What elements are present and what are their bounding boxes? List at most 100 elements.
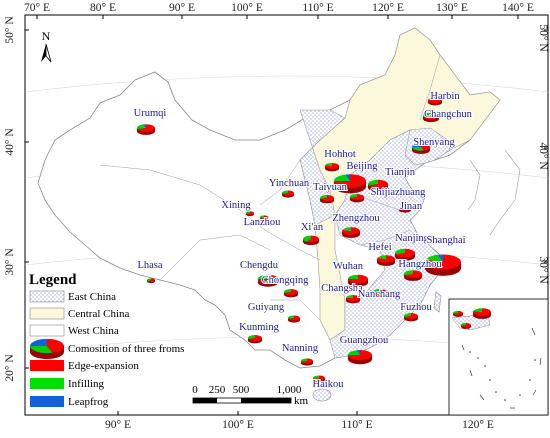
- lat-label: 50° N: [537, 24, 549, 52]
- pie-slice: [258, 274, 268, 279]
- lon-label: 90° E: [169, 2, 195, 14]
- pie-slice: [143, 124, 146, 128]
- pie-slice: [301, 358, 313, 364]
- pie: [325, 163, 339, 172]
- city-label: Fuzhou: [400, 302, 432, 313]
- swatch-edge: [30, 360, 64, 371]
- lon-label: 120° E: [462, 419, 494, 431]
- legend-item: Central China: [68, 308, 130, 320]
- pie-slice: [356, 349, 360, 355]
- pie-slice: [412, 147, 424, 151]
- pie: [29, 338, 64, 360]
- frame-ticks: [25, 15, 548, 415]
- pie: [395, 248, 415, 261]
- legend-title: Legend: [29, 272, 77, 288]
- north-arrow: N: [41, 29, 52, 63]
- pie-slice: [453, 310, 458, 314]
- province-borders: [99, 54, 441, 321]
- pie: [260, 215, 268, 221]
- city-label: Urumqi: [134, 108, 167, 119]
- pie-slice: [395, 248, 405, 255]
- pie: [346, 295, 360, 304]
- pie-slice: [461, 322, 471, 328]
- pie: [377, 255, 395, 266]
- pie-slice: [260, 215, 264, 219]
- pie-slice: [248, 335, 255, 339]
- pie-slice: [301, 358, 307, 362]
- city-label: Chengdu: [240, 260, 279, 271]
- legend-item: Comosition of three froms: [68, 343, 184, 355]
- pie-slice: [428, 97, 435, 100]
- pie-slice: [284, 289, 298, 295]
- city-label: Nanning: [282, 343, 319, 354]
- legend-item: Leapfrog: [68, 396, 109, 408]
- legend-item: West China: [68, 325, 119, 337]
- pie-slice: [137, 124, 146, 130]
- pie: [368, 179, 388, 192]
- pie-slice: [342, 227, 351, 231]
- pie-slice: [404, 313, 411, 317]
- japan-coast: [489, 149, 521, 236]
- pie-slice: [395, 248, 415, 258]
- pie: [301, 358, 313, 366]
- north-label: N: [42, 29, 51, 43]
- city-label: Shenyang: [413, 137, 455, 148]
- lon-label: 110° E: [302, 2, 333, 14]
- pie-slice: [246, 211, 254, 215]
- city-label: Beijing: [347, 161, 379, 172]
- city-label: Lanzhou: [244, 217, 281, 228]
- pie: [423, 112, 439, 123]
- scale-label: 0: [192, 384, 198, 396]
- pie-slice: [248, 335, 262, 341]
- city-label: Chongqing: [262, 275, 309, 286]
- lat-label: 30° N: [537, 256, 549, 284]
- pie-slice: [425, 254, 443, 262]
- city-label: Changchun: [424, 109, 473, 120]
- pie-slice: [473, 308, 482, 312]
- legend-item: Edge-expansion: [68, 360, 139, 372]
- city-label: Hefei: [368, 242, 391, 253]
- city-label: Taiyuan: [313, 182, 347, 193]
- lon-label: 130° E: [436, 2, 468, 14]
- swatch-leapfrog: [30, 396, 64, 407]
- pie-slice: [148, 278, 155, 282]
- pie: [303, 235, 319, 246]
- swatch-central: [29, 307, 65, 320]
- inset-pies: [453, 308, 491, 329]
- lat-label: 20° N: [4, 354, 16, 382]
- city-label: Guiyang: [248, 302, 285, 313]
- pie-slice: [288, 315, 294, 319]
- pie: [453, 310, 463, 317]
- pie-slice: [320, 195, 327, 199]
- pie: [350, 194, 364, 203]
- pie-slice: [423, 112, 439, 120]
- pie: [248, 335, 262, 344]
- pie-slice: [261, 215, 268, 219]
- city-label: Jinan: [400, 201, 423, 212]
- pie-slice: [421, 143, 430, 151]
- city-label: Lhasa: [137, 260, 162, 271]
- city-label: Wuhan: [333, 261, 364, 272]
- city-label: Hohhot: [324, 149, 356, 160]
- pie: [246, 211, 254, 217]
- pie: [412, 143, 430, 154]
- city-label: Tianjin: [385, 167, 416, 178]
- pie-slice: [373, 289, 380, 293]
- lon-label: 90° E: [105, 419, 131, 431]
- pie: [137, 124, 155, 135]
- map-body: [25, 27, 548, 402]
- pie-slice: [325, 163, 332, 166]
- pie-slice: [453, 310, 463, 316]
- pie: [313, 375, 325, 383]
- pie: [348, 274, 368, 287]
- pie-slice: [399, 205, 405, 210]
- pie-slice: [412, 143, 421, 147]
- lat-label: 40° N: [537, 142, 549, 170]
- city-label: Yinchuan: [269, 178, 310, 189]
- korea-coast: [467, 159, 481, 211]
- city-label: Zhengzhou: [332, 213, 380, 224]
- pie-slice: [368, 179, 378, 186]
- pie-slice: [282, 190, 288, 194]
